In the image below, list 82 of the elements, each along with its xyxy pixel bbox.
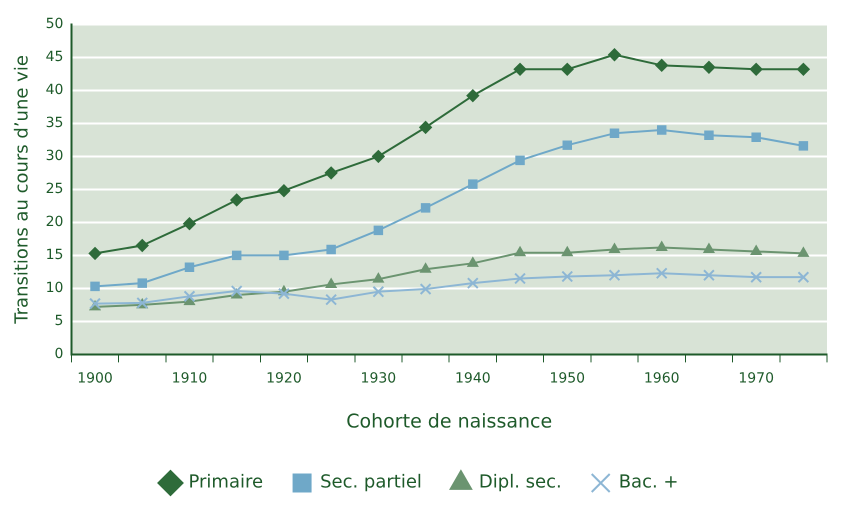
legend-label: Sec. partiel <box>320 472 422 493</box>
point <box>702 269 715 282</box>
point <box>656 267 668 280</box>
point <box>324 166 338 180</box>
point <box>279 250 289 260</box>
point <box>561 270 574 282</box>
point <box>560 62 574 76</box>
point <box>232 250 242 260</box>
point <box>184 262 194 272</box>
point <box>88 246 102 260</box>
legend-label: Dipl. sec. <box>478 472 562 493</box>
point <box>184 290 196 302</box>
y-tick-label: 50 <box>46 16 64 32</box>
point <box>610 128 620 138</box>
point <box>90 282 100 292</box>
point <box>515 156 525 166</box>
point <box>138 278 147 288</box>
point <box>608 242 620 253</box>
point <box>798 141 808 151</box>
point <box>326 244 336 254</box>
point <box>798 246 810 257</box>
point <box>136 239 149 252</box>
point <box>750 62 763 76</box>
point <box>278 288 290 300</box>
point <box>656 240 668 251</box>
x-axis-title: Cohorte de naissance <box>346 410 552 433</box>
point <box>277 184 290 198</box>
point <box>562 246 573 256</box>
point <box>374 226 384 236</box>
point <box>797 271 810 284</box>
x-tick-label: 1940 <box>455 370 491 386</box>
point <box>608 48 621 62</box>
x-tick-label: 1970 <box>738 370 774 386</box>
y-tick-label: 10 <box>46 280 64 296</box>
point <box>562 140 572 150</box>
point <box>419 120 432 134</box>
x-tick-label: 1920 <box>266 370 302 386</box>
y-axis-title: Transitions au cours d’une vie <box>11 55 32 325</box>
point <box>702 60 716 74</box>
point <box>466 89 480 102</box>
legend-label: Primaire <box>188 472 264 493</box>
x-tick-label: 1900 <box>77 370 113 386</box>
point <box>466 277 479 290</box>
point <box>420 283 432 296</box>
y-tick-label: 25 <box>46 181 64 198</box>
point <box>608 269 620 282</box>
point <box>372 286 384 298</box>
point <box>751 132 761 142</box>
x-tick-label: 1910 <box>172 370 208 386</box>
point <box>420 203 430 213</box>
legend-label: Bac. + <box>618 472 679 493</box>
x-tick-label: 1950 <box>549 370 586 386</box>
point <box>750 244 762 255</box>
y-tick-label: 35 <box>46 115 64 132</box>
y-tick-label: 15 <box>46 247 64 264</box>
point <box>655 58 668 72</box>
point <box>514 272 526 284</box>
point <box>467 256 479 267</box>
point <box>514 62 527 76</box>
y-tick-label: 40 <box>46 82 64 98</box>
point <box>372 150 385 163</box>
point <box>656 125 666 135</box>
x-tick-label: 1960 <box>644 370 680 386</box>
point <box>420 262 432 273</box>
y-tick-label: 0 <box>54 346 64 362</box>
point <box>182 217 196 230</box>
point <box>750 271 762 284</box>
point <box>703 242 715 253</box>
point <box>230 193 244 206</box>
point <box>325 294 338 306</box>
point <box>704 130 714 140</box>
point <box>325 278 337 288</box>
point <box>796 62 810 76</box>
point <box>514 246 526 256</box>
y-tick-label: 20 <box>46 214 64 230</box>
y-tick-label: 45 <box>46 49 64 66</box>
y-tick-label: 5 <box>54 313 64 330</box>
x-tick-label: 1930 <box>360 370 396 386</box>
y-tick-label: 30 <box>46 148 64 164</box>
point <box>372 272 384 283</box>
point <box>230 285 243 297</box>
point <box>468 179 478 189</box>
